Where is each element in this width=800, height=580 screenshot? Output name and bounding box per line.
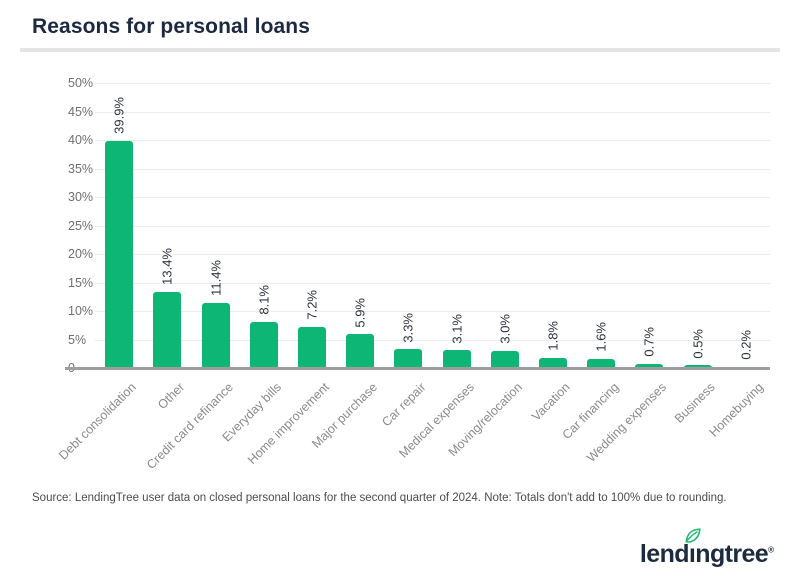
bar-value-label: 39.9% xyxy=(111,96,127,134)
bar-slot: 7.2% xyxy=(288,83,336,368)
x-axis-labels: Debt consolidation Other Credit card refin… xyxy=(56,372,770,487)
y-tick-label: 35% xyxy=(68,161,94,176)
bar-value-label: 0.2% xyxy=(738,330,754,360)
bar xyxy=(249,321,278,368)
gridline xyxy=(95,339,770,341)
bar xyxy=(201,303,230,368)
gridline xyxy=(95,225,770,227)
gridline xyxy=(95,111,770,113)
bar-slot: 1.8% xyxy=(529,83,577,368)
bar-value-label: 13.4% xyxy=(159,247,175,285)
leaf-icon xyxy=(685,528,701,543)
logo-text-i: ı xyxy=(688,540,696,568)
y-tick-label: 40% xyxy=(68,133,94,147)
logo-text-lend: lend xyxy=(639,540,690,568)
bar xyxy=(490,350,519,368)
bar xyxy=(587,358,616,368)
y-tick-label: 45% xyxy=(68,104,94,119)
plot-area: 39.9% 13.4% 11.4% 8.1% 7.2% 5.9% 3.3% 3.1% 3.0% 1… xyxy=(65,83,770,370)
bar-slot: 5.9% xyxy=(336,83,384,368)
x-axis-line xyxy=(65,367,770,370)
bar xyxy=(346,334,375,368)
y-tick-label: 10% xyxy=(68,304,94,318)
x-category-label: Car repair xyxy=(379,380,429,430)
x-category-label: Home improvement xyxy=(244,380,332,468)
bar-value-label: 3.3% xyxy=(400,312,416,343)
x-category-label: Credit card refinance xyxy=(143,380,236,472)
bar xyxy=(105,140,134,368)
y-tick-label: 25% xyxy=(68,218,94,233)
bar-slot: 11.4% xyxy=(191,83,239,368)
bar-slot: 0.7% xyxy=(625,83,673,368)
bar-value-label: 1.8% xyxy=(545,321,561,351)
y-tick-label: 15% xyxy=(68,275,94,290)
bar-value-label: 11.4% xyxy=(208,260,224,297)
lendingtree-logo: lend ıngtree® xyxy=(639,528,774,569)
bar xyxy=(153,291,182,368)
bar-value-label: 0.7% xyxy=(641,327,657,358)
logo-letter-i: ı xyxy=(685,528,701,569)
bar-slot: 3.3% xyxy=(384,83,432,368)
gridline xyxy=(95,197,770,198)
bar xyxy=(635,364,664,368)
bar xyxy=(442,350,471,368)
gridline xyxy=(95,282,770,284)
bar-value-label: 7.2% xyxy=(304,290,320,320)
y-tick-label: 50% xyxy=(68,76,94,90)
bar-value-label: 8.1% xyxy=(256,285,272,315)
x-category-label: Debt consolidation xyxy=(56,380,140,463)
bar-slot: 3.0% xyxy=(481,83,529,368)
bar-value-label: 1.6% xyxy=(593,322,609,352)
bar-slot: 3.1% xyxy=(433,83,481,368)
x-category-label: Other xyxy=(155,380,188,413)
registered-mark: ® xyxy=(768,545,774,555)
y-tick-label: 30% xyxy=(68,190,94,204)
bar xyxy=(297,326,326,368)
bar-slot: 8.1% xyxy=(240,83,288,368)
bar-slot: 0.2% xyxy=(722,83,770,368)
gridline xyxy=(95,311,770,312)
x-category-label: Business xyxy=(671,380,718,426)
gridline xyxy=(95,168,770,170)
title-divider xyxy=(20,48,780,52)
bar-slot: 1.6% xyxy=(577,83,625,368)
bar xyxy=(394,349,423,368)
bar xyxy=(683,365,712,368)
bar-value-label: 3.0% xyxy=(497,314,513,344)
logo-text-ngtree: ngtree xyxy=(695,540,769,568)
bar-slot: 39.9% xyxy=(95,83,143,368)
bar xyxy=(539,357,568,368)
bar-value-label: 0.5% xyxy=(690,328,706,359)
bar-slot: 0.5% xyxy=(674,83,722,368)
y-tick-label: 5% xyxy=(68,332,87,347)
y-tick-label: 20% xyxy=(68,247,94,261)
bar-value-label: 5.9% xyxy=(352,297,368,328)
gridline xyxy=(95,254,770,255)
source-note: Source: LendingTree user data on closed … xyxy=(32,492,727,504)
bar-slot: 13.4% xyxy=(143,83,191,368)
x-category-label: Vacation xyxy=(529,380,573,424)
y-axis: 50%45%40%35%30%25%20%15%10%5%0 xyxy=(68,76,98,375)
page-title: Reasons for personal loans xyxy=(32,15,311,38)
gridline xyxy=(95,140,770,141)
gridline xyxy=(95,83,770,84)
bar-value-label: 3.1% xyxy=(449,313,465,344)
